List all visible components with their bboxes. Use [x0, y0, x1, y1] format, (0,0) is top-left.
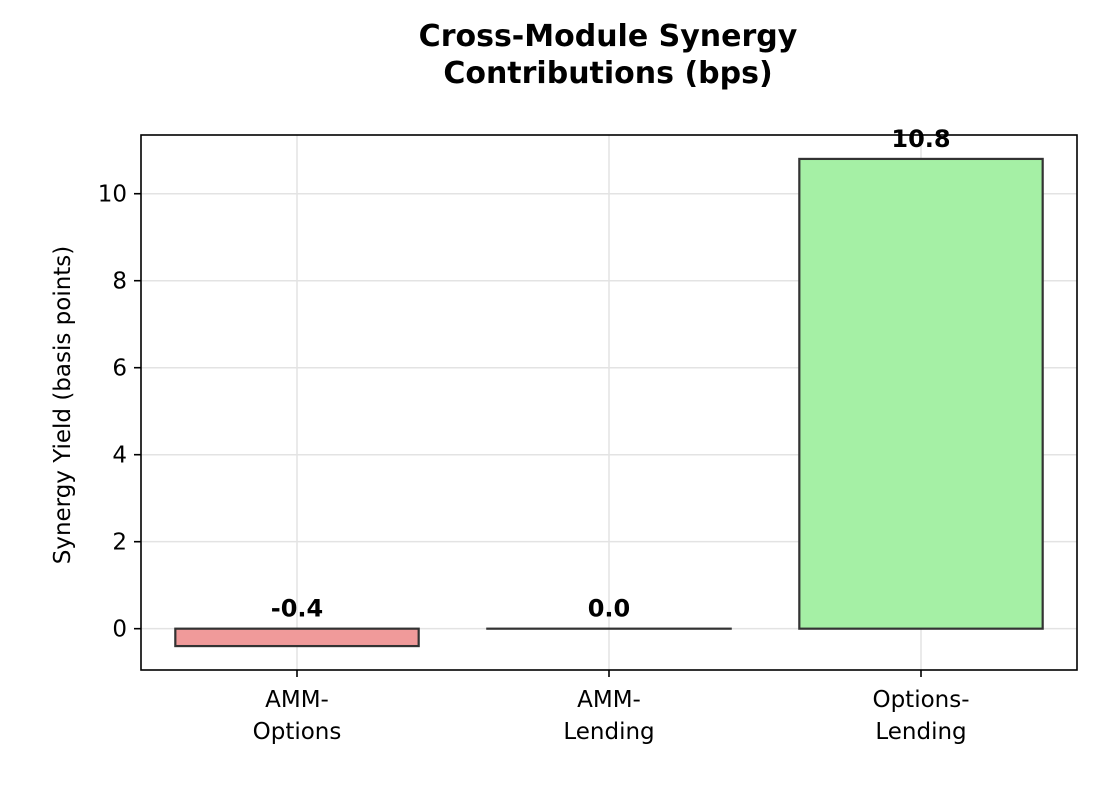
chart-title-line-1: Cross-Module Synergy [419, 19, 798, 54]
y-axis-label: Synergy Yield (basis points) [50, 246, 76, 565]
y-tick-label: 10 [98, 182, 127, 208]
x-tick-label: Lending [563, 719, 654, 745]
bars [174, 157, 1044, 648]
x-tick-label: Options- [872, 687, 969, 713]
chart-title-line-2: Contributions (bps) [443, 56, 772, 91]
x-tick-label: Lending [875, 719, 966, 745]
data-label: -0.4 [271, 595, 323, 623]
y-tick-label: 4 [112, 443, 127, 469]
bar [174, 627, 420, 648]
y-axis: 0 2 4 6 8 10 [98, 182, 141, 643]
x-tick-label: AMM- [265, 687, 329, 713]
y-tick-label: 8 [112, 269, 127, 295]
x-axis: AMM- Options AMM- Lending Options- Lending [253, 670, 970, 745]
data-labels: -0.4 0.0 10.8 [271, 125, 951, 623]
x-tick-label: Options [253, 719, 342, 745]
bar [798, 157, 1044, 630]
y-tick-label: 2 [112, 530, 127, 556]
y-tick-label: 0 [112, 617, 127, 643]
x-tick-label: AMM- [577, 687, 641, 713]
data-label: 0.0 [588, 595, 631, 623]
y-tick-label: 6 [112, 356, 127, 382]
data-label: 10.8 [891, 125, 950, 153]
